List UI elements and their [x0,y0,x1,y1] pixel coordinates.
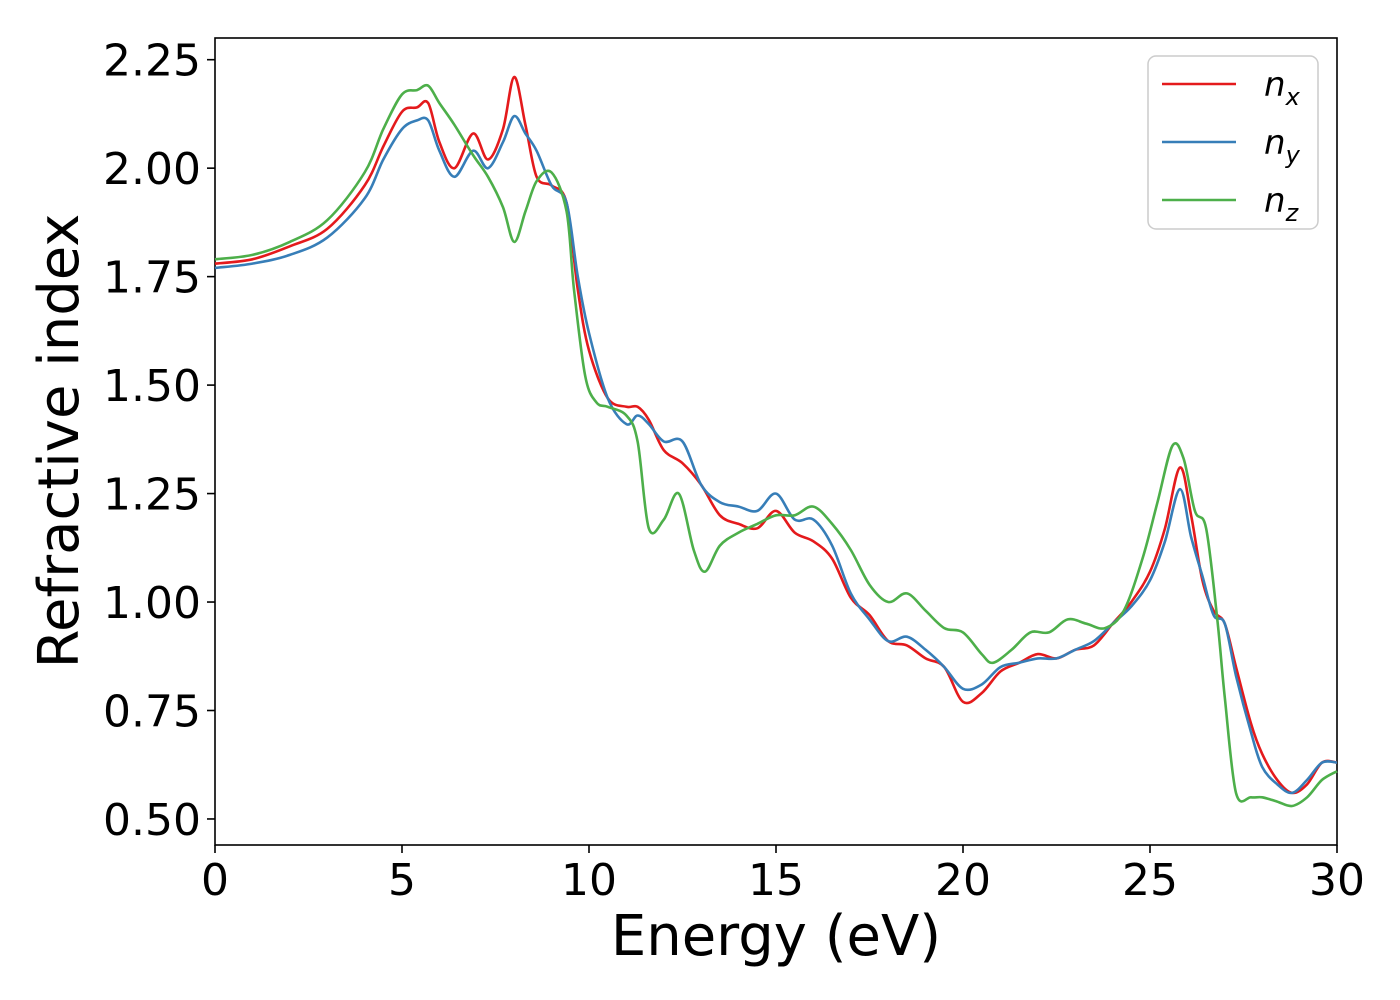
y-tick-label: 1.50 [103,361,201,412]
x-tick-label: 5 [388,855,416,906]
legend-label: ny [1264,123,1301,169]
legend: nx ny nz [1147,55,1319,230]
series-line-n-y [214,114,1338,795]
y-tick-label: 1.75 [103,253,201,304]
x-axis-ticks: 0 5 10 15 20 25 30 [201,845,1365,906]
y-tick-label: 0.75 [103,687,201,738]
y-tick-label: 2.25 [103,36,201,87]
x-tick-label: 25 [1122,855,1178,906]
y-tick-label: 1.25 [103,470,201,521]
x-tick-label: 10 [561,855,617,906]
x-tick-label: 30 [1309,855,1365,906]
y-axis-title: Refractive index [27,214,92,669]
x-tick-label: 20 [935,855,991,906]
y-tick-label: 2.00 [103,144,201,195]
x-axis-title: Energy (eV) [611,904,941,969]
legend-label: nx [1264,65,1301,111]
y-axis-ticks: 0.50 0.75 1.00 1.25 1.50 1.75 2.00 2.25 [103,36,215,846]
series-line-n-z [214,83,1338,808]
legend-label: nz [1264,181,1300,227]
y-tick-label: 0.50 [103,795,201,846]
series-lines [214,75,1338,808]
x-tick-label: 15 [748,855,804,906]
series-line-n-x [214,75,1338,795]
x-tick-label: 0 [201,855,229,906]
y-tick-label: 1.00 [103,578,201,629]
